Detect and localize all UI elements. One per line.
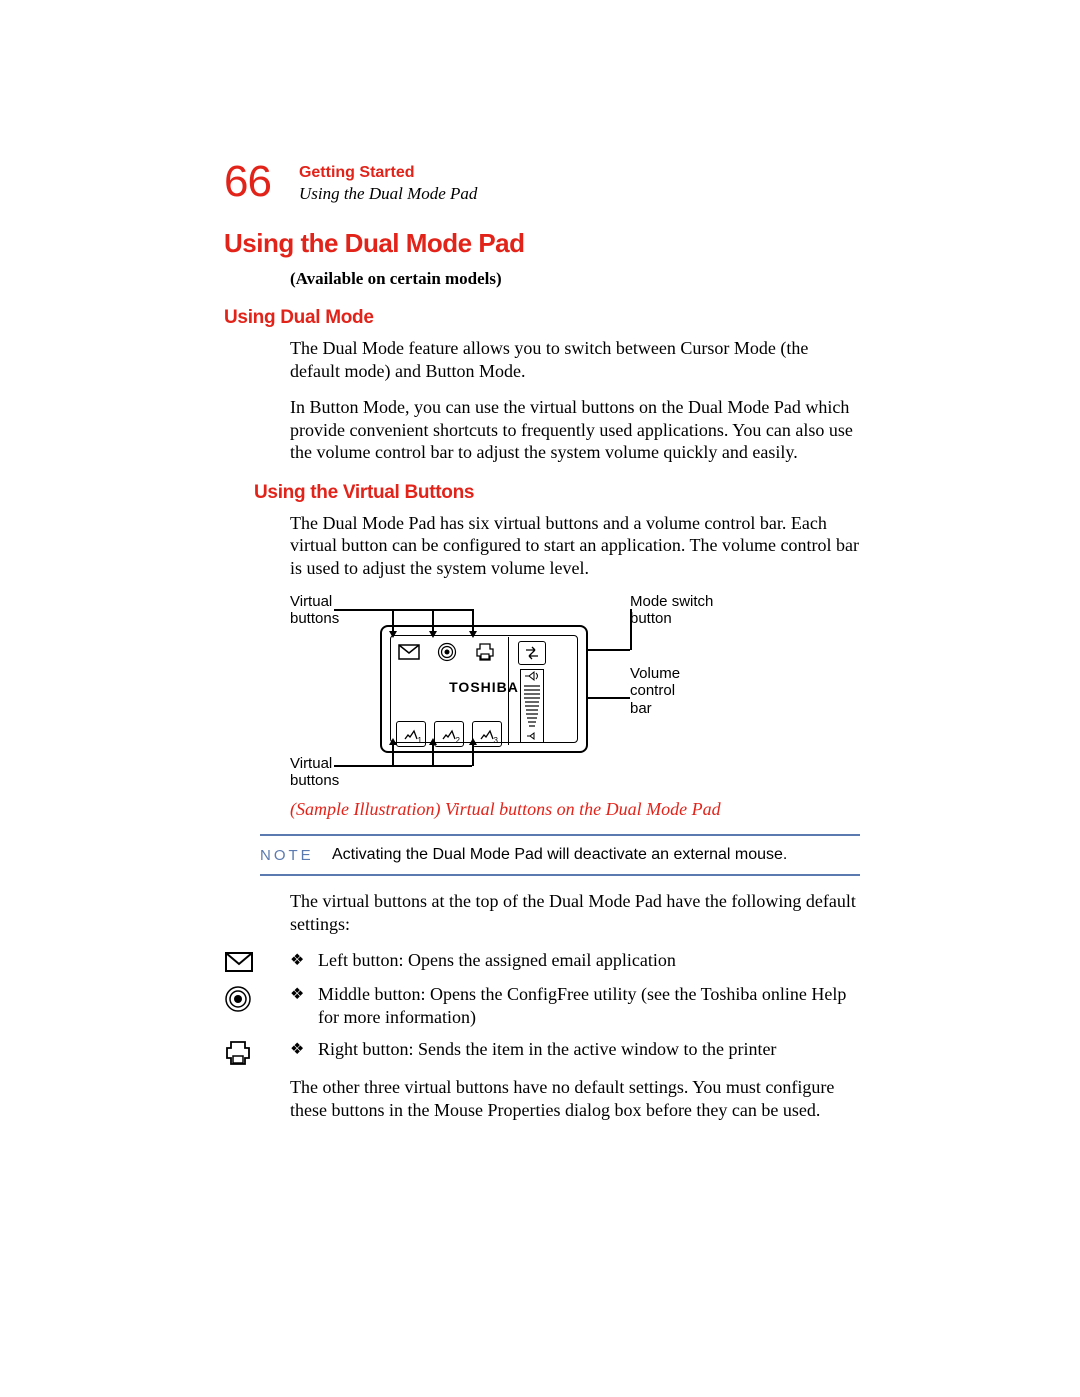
pad-outline: TOSHIBA [380,625,588,753]
radar-icon [434,641,460,663]
bullet-text: Right button: Sends the item in the acti… [318,1038,860,1066]
page-header: 66 Getting Started Using the Dual Mode P… [224,160,860,204]
mode-switch-button [518,641,546,665]
bullet-marker: ❖ [290,1038,318,1066]
illustration-caption: (Sample Illustration) Virtual buttons on… [290,799,860,820]
printer-icon [472,641,498,663]
paragraph-5: The other three virtual buttons have no … [290,1076,860,1121]
paragraph-4: The virtual buttons at the top of the Du… [290,890,860,935]
bullet-text: Middle button: Opens the ConfigFree util… [318,983,860,1028]
bullet-right-button: ❖ Right button: Sends the item in the ac… [224,1038,860,1066]
label-virtual-bottom: Virtual buttons [290,755,339,790]
label-volume-control: Volume control bar [630,665,680,717]
printer-icon [224,1038,290,1066]
bullet-left-button: ❖ Left button: Opens the assigned email … [224,949,860,973]
chapter-title: Getting Started [299,164,477,182]
brand-logo: TOSHIBA [382,679,586,695]
dual-mode-pad-illustration: Virtual buttons Mode switch button Volum… [290,593,810,793]
user-button-3: 3 [472,721,502,747]
mail-icon [396,641,422,663]
user-button-2: 2 [434,721,464,747]
paragraph-3: The Dual Mode Pad has six virtual button… [290,512,860,580]
paragraph-2: In Button Mode, you can use the virtual … [290,396,860,464]
note-text: Activating the Dual Mode Pad will deacti… [332,846,860,864]
paragraph-1: The Dual Mode feature allows you to swit… [290,337,860,382]
user-button-1: 1 [396,721,426,747]
header-texts: Getting Started Using the Dual Mode Pad [299,160,477,204]
heading-virtual-buttons: Using the Virtual Buttons [254,482,860,504]
volume-bar [520,669,544,743]
label-mode-switch: Mode switch button [630,593,713,628]
bullet-marker: ❖ [290,983,318,1028]
section-path: Using the Dual Mode Pad [299,184,477,204]
note-label: NOTE [260,847,332,864]
radar-icon [224,983,290,1028]
page-number: 66 [224,160,271,204]
heading-dual-mode: Using Dual Mode [224,307,860,329]
mail-icon [224,949,290,973]
label-virtual-top: Virtual buttons [290,593,339,628]
availability-note: (Available on certain models) [290,269,860,289]
bullet-marker: ❖ [290,949,318,973]
heading-main: Using the Dual Mode Pad [224,228,860,259]
manual-page: 66 Getting Started Using the Dual Mode P… [0,0,1080,1397]
bullet-text: Left button: Opens the assigned email ap… [318,949,860,973]
bullet-middle-button: ❖ Middle button: Opens the ConfigFree ut… [224,983,860,1028]
note-block: NOTE Activating the Dual Mode Pad will d… [260,834,860,876]
